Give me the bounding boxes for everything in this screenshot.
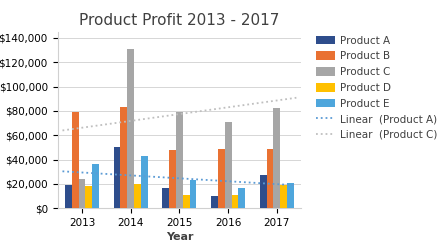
Bar <box>211 196 218 208</box>
Linear  (Product C) <box>69 128 74 131</box>
Linear  (Product C) <box>294 96 299 99</box>
Linear  (Product A) <box>103 172 109 175</box>
Bar <box>92 164 99 208</box>
Bar <box>65 185 72 208</box>
Bar <box>176 112 183 208</box>
Linear  (Product C) <box>103 123 109 126</box>
Bar <box>273 109 280 208</box>
Linear  (Product C) <box>282 98 287 101</box>
Linear  (Product A) <box>294 184 299 187</box>
Bar <box>225 122 232 208</box>
X-axis label: Year: Year <box>166 232 193 242</box>
Bar <box>218 149 225 208</box>
Linear  (Product A) <box>122 173 128 176</box>
Bar <box>183 195 190 208</box>
Bar <box>127 49 134 208</box>
Bar <box>169 150 176 208</box>
Bar <box>232 195 238 208</box>
Bar <box>85 186 92 208</box>
Linear  (Product C) <box>60 129 65 132</box>
Linear  (Product C) <box>122 120 128 123</box>
Linear  (Product A) <box>74 171 79 174</box>
Bar <box>113 147 120 208</box>
Bar <box>280 185 287 208</box>
Line: Linear  (Product A): Linear (Product A) <box>62 171 296 185</box>
Bar <box>120 107 127 208</box>
Linear  (Product A) <box>60 170 65 173</box>
Linear  (Product C) <box>74 127 79 130</box>
Bar <box>78 179 85 208</box>
Linear  (Product C) <box>274 99 279 102</box>
Title: Product Profit 2013 - 2017: Product Profit 2013 - 2017 <box>79 13 280 28</box>
Bar <box>72 112 78 208</box>
Bar <box>238 188 245 208</box>
Line: Linear  (Product C): Linear (Product C) <box>62 98 296 130</box>
Bar <box>190 180 197 208</box>
Bar <box>267 149 273 208</box>
Linear  (Product A) <box>282 183 287 186</box>
Bar <box>260 175 267 208</box>
Linear  (Product A) <box>274 183 279 186</box>
Bar <box>287 183 294 208</box>
Bar <box>141 156 148 208</box>
Legend: Product A, Product B, Product C, Product D, Product E, Linear  (Product A), Line: Product A, Product B, Product C, Product… <box>314 34 439 142</box>
Linear  (Product A) <box>69 171 74 173</box>
Bar <box>163 188 169 208</box>
Bar <box>134 184 141 208</box>
